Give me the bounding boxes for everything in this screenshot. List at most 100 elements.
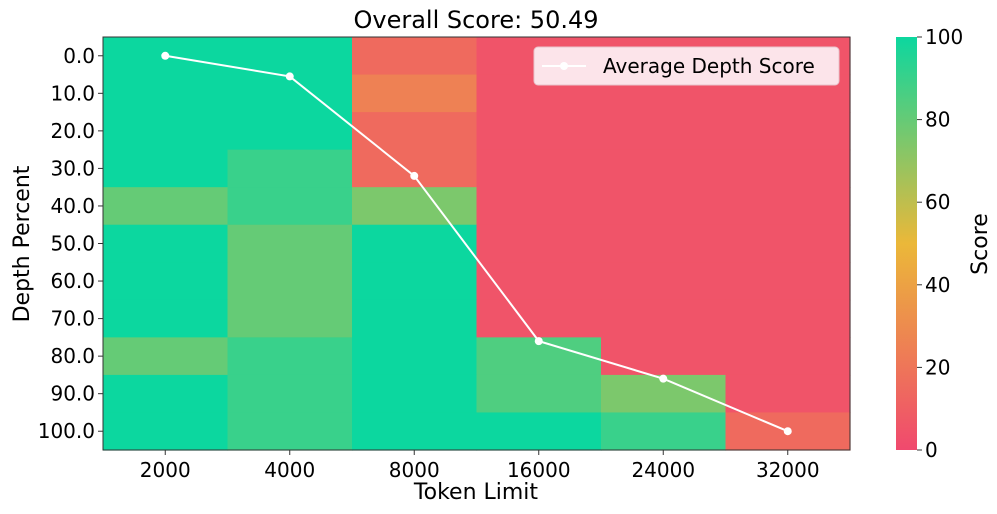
colorbar-tick-label: 80 <box>925 108 950 132</box>
x-tick-label: 24000 <box>631 458 695 482</box>
line-series-point <box>783 427 792 436</box>
heatmap-cell <box>103 412 229 451</box>
chart-title: Overall Score: 50.49 <box>353 6 598 34</box>
heatmap-cell <box>227 374 353 414</box>
legend: Average Depth Score <box>533 46 840 86</box>
colorbar <box>896 37 917 450</box>
heatmap-cell <box>103 112 229 151</box>
legend-box <box>533 46 840 86</box>
heatmap-cell <box>725 187 851 226</box>
heatmap-cell <box>227 112 353 151</box>
heatmap-cell <box>227 187 353 226</box>
heatmap-cell <box>103 262 229 301</box>
heatmap-cell <box>476 374 602 414</box>
y-tick-label: 60.0 <box>50 269 95 293</box>
heatmap-cell <box>227 149 353 188</box>
heatmap-cell <box>476 149 602 188</box>
heatmap-cell <box>352 299 478 338</box>
y-tick-label: 90.0 <box>50 382 95 406</box>
heatmap-cell <box>601 337 727 376</box>
heatmap-cell <box>352 37 478 76</box>
heatmap-cell <box>476 112 602 151</box>
y-tick-label: 30.0 <box>50 156 95 180</box>
heatmap-cell <box>352 149 478 188</box>
legend-label: Average Depth Score <box>603 54 815 78</box>
line-series-path <box>165 54 789 433</box>
line-series-point <box>410 171 419 180</box>
colorbar-label: Score <box>968 213 993 275</box>
heatmap-cell <box>352 337 478 376</box>
heatmap-cell <box>103 337 229 376</box>
heatmap-cell <box>725 374 851 414</box>
y-tick-label: 20.0 <box>50 119 95 143</box>
heatmap-cell <box>352 112 478 151</box>
legend-marker-swatch <box>560 62 568 70</box>
line-series-point <box>659 374 668 383</box>
heatmap-cell <box>601 112 727 151</box>
x-tick-label: 8000 <box>389 458 440 482</box>
line-series-point <box>285 72 294 81</box>
heatmap-cell <box>725 149 851 188</box>
heatmap-cell <box>227 337 353 376</box>
line-series-point <box>534 337 543 346</box>
heatmap-cell <box>227 412 353 451</box>
heatmap-cell <box>725 337 851 376</box>
heatmap-cell <box>725 224 851 263</box>
heatmap-cell <box>725 262 851 301</box>
average-depth-line <box>161 51 792 436</box>
x-tick-label: 32000 <box>756 458 820 482</box>
heatmap-cell <box>601 262 727 301</box>
heatmap-cell <box>476 262 602 301</box>
y-tick-labels: 0.0 10.0 20.0 30.0 40.0 50.0 60.0 70.0 80.0 90.0 1… <box>38 44 103 443</box>
heatmap-cell <box>227 224 353 263</box>
y-tick-label: 50.0 <box>50 232 95 256</box>
heatmap-cell <box>476 224 602 263</box>
heatmap-cell <box>476 299 602 338</box>
y-tick-label: 40.0 <box>50 194 95 218</box>
heatmap-cell <box>227 299 353 338</box>
heatmap-cell <box>103 299 229 338</box>
colorbar-tick-label: 20 <box>925 355 950 379</box>
heatmap-cell <box>103 374 229 414</box>
heatmap-cell <box>227 262 353 301</box>
colorbar-ticks: 0 20 40 60 80 100 <box>917 25 963 462</box>
colorbar-tick-label: 100 <box>925 25 963 49</box>
heatmap-cell <box>601 224 727 263</box>
heatmap-cell <box>725 299 851 338</box>
colorbar-tick-label: 60 <box>925 190 950 214</box>
x-tick-label: 4000 <box>264 458 315 482</box>
heatmap-cell <box>601 149 727 188</box>
heatmap-cell <box>352 374 478 414</box>
heatmap-cell <box>352 74 478 113</box>
colorbar-tick-label: 0 <box>925 438 938 462</box>
heatmap-cell <box>352 412 478 451</box>
line-series-point <box>161 51 170 60</box>
x-axis-label: Token Limit <box>413 480 539 505</box>
y-tick-label: 100.0 <box>38 419 95 443</box>
x-tick-label: 16000 <box>507 458 571 482</box>
heatmap-cell <box>476 412 602 451</box>
heatmap-cell <box>103 224 229 263</box>
heatmap-cell <box>103 187 229 226</box>
y-tick-label: 70.0 <box>50 307 95 331</box>
x-tick-label: 2000 <box>140 458 191 482</box>
heatmap-cell <box>601 412 727 451</box>
heatmap-cells <box>103 37 851 451</box>
heatmap-cell <box>601 299 727 338</box>
heatmap-cell <box>352 224 478 263</box>
heatmap-cell <box>476 187 602 226</box>
heatmap-cell <box>103 149 229 188</box>
heatmap-cell <box>352 262 478 301</box>
y-tick-label: 10.0 <box>50 81 95 105</box>
heatmap-cell <box>103 74 229 113</box>
heatmap-cell <box>601 187 727 226</box>
y-axis-label: Depth Percent <box>10 165 35 322</box>
y-tick-label: 0.0 <box>63 44 95 68</box>
heatmap-cell <box>352 187 478 226</box>
x-tick-labels: 2000 4000 8000 16000 24000 32000 <box>140 450 820 482</box>
colorbar-tick-label: 40 <box>925 273 950 297</box>
heatmap-cell <box>227 74 353 113</box>
heatmap-cell <box>725 112 851 151</box>
y-tick-label: 80.0 <box>50 344 95 368</box>
